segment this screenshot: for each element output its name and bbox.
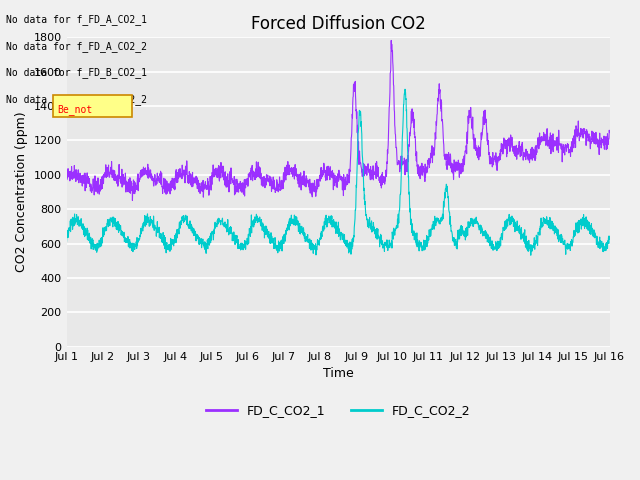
Legend: FD_C_CO2_1, FD_C_CO2_2: FD_C_CO2_1, FD_C_CO2_2: [201, 399, 476, 422]
Text: Be_not: Be_not: [58, 104, 93, 115]
Title: Forced Diffusion CO2: Forced Diffusion CO2: [251, 15, 426, 33]
Text: No data for f_FD_B_CO2_2: No data for f_FD_B_CO2_2: [6, 94, 147, 105]
Text: No data for f_FD_A_CO2_2: No data for f_FD_A_CO2_2: [6, 41, 147, 52]
X-axis label: Time: Time: [323, 367, 353, 380]
Text: No data for f_FD_A_CO2_1: No data for f_FD_A_CO2_1: [6, 14, 147, 25]
Y-axis label: CO2 Concentration (ppm): CO2 Concentration (ppm): [15, 112, 28, 272]
Text: No data for f_FD_B_CO2_1: No data for f_FD_B_CO2_1: [6, 67, 147, 78]
